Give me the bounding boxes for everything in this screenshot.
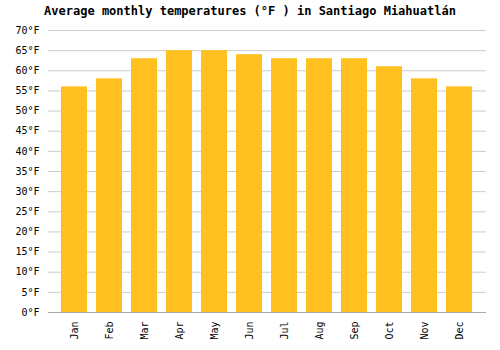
svg-text:Apr: Apr [174,322,185,340]
svg-text:Nov: Nov [419,322,430,340]
svg-text:35°F: 35°F [15,166,39,177]
svg-text:70°F: 70°F [15,25,39,36]
svg-text:5°F: 5°F [21,287,39,298]
svg-text:60°F: 60°F [15,65,39,76]
svg-text:Feb: Feb [104,322,115,340]
svg-text:Jan: Jan [69,322,80,340]
svg-text:Sep: Sep [349,322,360,340]
svg-text:50°F: 50°F [15,105,39,116]
svg-text:20°F: 20°F [15,226,39,237]
svg-text:40°F: 40°F [15,146,39,157]
svg-text:0°F: 0°F [21,307,39,318]
svg-text:45°F: 45°F [15,125,39,136]
svg-text:Dec: Dec [454,322,465,340]
svg-text:May: May [209,322,220,340]
svg-text:Oct: Oct [384,322,395,340]
svg-text:25°F: 25°F [15,206,39,217]
svg-text:Jul: Jul [279,322,290,340]
svg-text:55°F: 55°F [15,85,39,96]
svg-text:10°F: 10°F [15,266,39,277]
svg-text:65°F: 65°F [15,45,39,56]
svg-text:15°F: 15°F [15,246,39,257]
html-text:Average monthly temperatures (: Average monthly temperatures (°F ) in Sa… [44,4,456,18]
svg-text:Mar: Mar [139,322,150,340]
svg-text:30°F: 30°F [15,186,39,197]
svg-text:Aug: Aug [314,322,325,340]
svg-text:Jun: Jun [244,322,255,340]
